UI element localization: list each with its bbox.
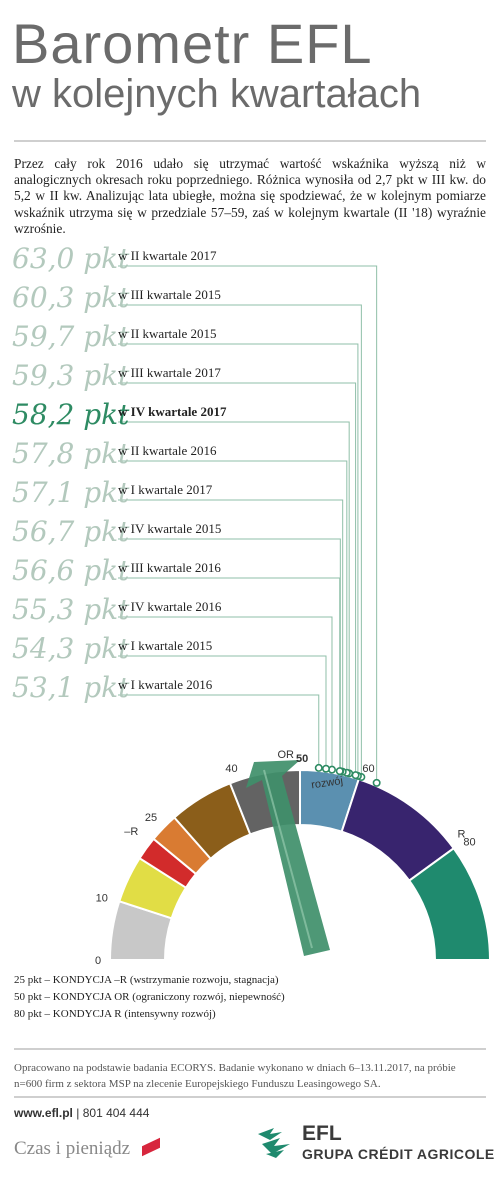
leader-line <box>118 616 333 770</box>
tick-label: 25 <box>145 812 157 824</box>
website-link[interactable]: www.efl.pl <box>14 1106 73 1120</box>
leader-line <box>118 343 359 776</box>
tick-label: 0 <box>95 955 101 965</box>
tick-label: 60 <box>362 763 374 775</box>
period-label: w III kwartale 2015 <box>118 287 221 302</box>
period-label: w IV kwartale 2015 <box>118 521 221 536</box>
value-label: 53,1 pkt <box>12 671 130 704</box>
zone-label: –R <box>124 826 138 838</box>
leader-line <box>118 655 327 769</box>
value-dot <box>351 771 360 780</box>
tick-label: 40 <box>225 763 237 775</box>
brand-subtitle: GRUPA CRÉDIT AGRICOLE <box>302 1146 495 1162</box>
period-label: w I kwartale 2016 <box>118 677 213 692</box>
value-label: 59,3 pkt <box>12 359 130 392</box>
contact-separator: | <box>76 1106 80 1120</box>
brand-name: EFL <box>302 1122 342 1145</box>
source-note: Opracowano na podstawie badania ECORYS. … <box>14 1062 456 1090</box>
contact-line: www.efl.pl | 801 404 444 <box>14 1106 149 1120</box>
phone-number: 801 404 444 <box>82 1106 150 1120</box>
gauge-segment <box>407 846 492 961</box>
note-r-minus: 25 pkt – KONDYCJA –R (wstrzymanie rozwoj… <box>14 974 279 986</box>
value-label: 57,8 pkt <box>12 437 130 470</box>
tick-labels: 0102540506080100 [pkt] <box>95 753 476 965</box>
tick-label: 50 <box>296 753 308 765</box>
period-label: w I kwartale 2015 <box>118 638 212 653</box>
period-label: w I kwartale 2017 <box>118 482 213 497</box>
leader-line <box>118 460 348 773</box>
leader-line <box>118 694 320 768</box>
leader-lines <box>118 265 381 787</box>
leader-line <box>118 577 341 772</box>
period-label: w II kwartale 2016 <box>118 443 217 458</box>
gauge-chart: 63,0 pkt 60,3 pkt 59,7 pkt 59,3 pkt 58,2 pkt… <box>12 242 492 965</box>
period-label: w III kwartale 2017 <box>118 365 221 380</box>
period-label: w II kwartale 2015 <box>118 326 217 341</box>
leader-line <box>118 499 344 772</box>
leader-line <box>118 265 378 783</box>
zone-label: R <box>457 828 465 840</box>
divider-top <box>14 140 486 142</box>
value-label: 57,1 pkt <box>12 476 130 509</box>
arrow-highlight <box>263 769 313 949</box>
value-label: 63,0 pkt <box>12 242 130 275</box>
value-label: 59,7 pkt <box>12 320 130 353</box>
note-r: 80 pkt – KONDYCJA R (intensywny rozwój) <box>14 1008 216 1020</box>
value-dot <box>321 764 330 773</box>
period-label: w IV kwartale 2016 <box>118 599 222 614</box>
intro-text: Przez cały rok 2016 udało się utrzymać w… <box>14 156 486 236</box>
period-label: w III kwartale 2016 <box>118 560 221 575</box>
value-dot <box>372 778 381 787</box>
leader-line <box>118 382 357 776</box>
leader-line <box>118 421 350 774</box>
period-label: w IV kwartale 2017 <box>118 404 227 419</box>
value-labels: 63,0 pkt 60,3 pkt 59,7 pkt 59,3 pkt 58,2 pkt… <box>12 242 130 704</box>
value-label: 58,2 pkt <box>12 398 130 431</box>
tick-label: 80 <box>463 836 475 848</box>
tick-label: 10 <box>96 893 108 905</box>
value-dot <box>314 763 323 772</box>
condition-notes: 25 pkt – KONDYCJA –R (wstrzymanie rozwoj… <box>14 972 285 1023</box>
leader-line <box>118 304 362 778</box>
zone-label: rozwój <box>311 775 344 791</box>
period-label: w II kwartale 2017 <box>118 248 217 263</box>
arrow-icon <box>246 760 330 956</box>
credit-agricole-logo-icon <box>258 1128 290 1158</box>
value-label: 56,6 pkt <box>12 554 130 587</box>
note-or: 50 pkt – KONDYCJA OR (ograniczony rozwój… <box>14 991 285 1003</box>
slogan: Czas i pieniądz <box>14 1138 131 1159</box>
slogan-mark-icon <box>142 1137 160 1157</box>
divider-source <box>14 1048 486 1050</box>
page-title: Barometr EFL <box>12 12 373 75</box>
period-labels: w II kwartale 2017 w III kwartale 2015 w I… <box>118 248 227 692</box>
page-subtitle: w kolejnych kwartałach <box>12 72 422 116</box>
leader-line <box>118 538 341 772</box>
value-dot <box>335 767 344 776</box>
value-label: 55,3 pkt <box>12 593 130 626</box>
value-label: 54,3 pkt <box>12 632 130 665</box>
value-label: 56,7 pkt <box>12 515 130 548</box>
value-label: 60,3 pkt <box>12 281 130 314</box>
divider-footer <box>14 1096 486 1098</box>
zone-label: OR <box>278 749 295 761</box>
